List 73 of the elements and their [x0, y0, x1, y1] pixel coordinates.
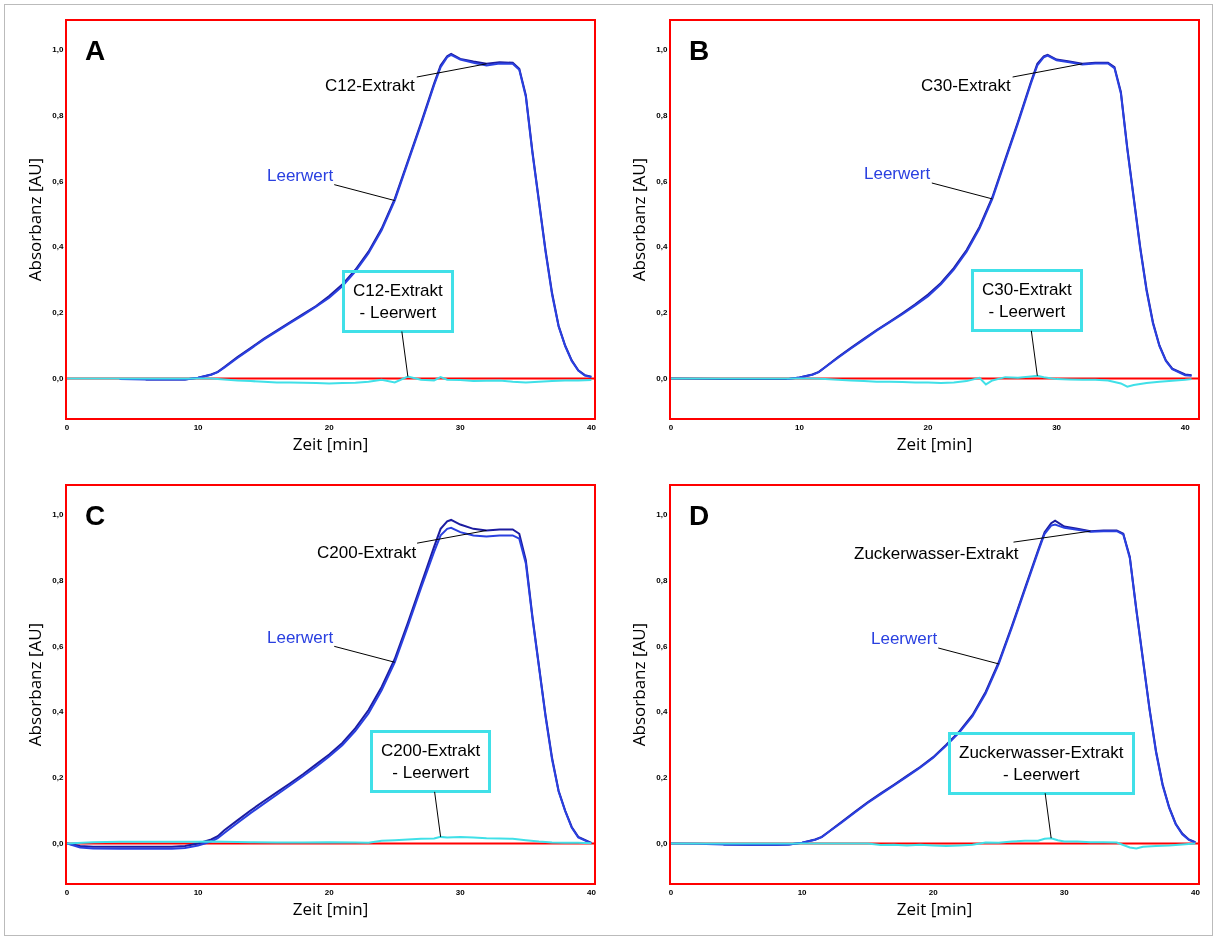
y-axis-title: Absorbanz [AU] [23, 622, 47, 747]
text: C [85, 500, 106, 531]
y-tick-label: 0,8 [52, 575, 64, 585]
text: C30-Extrakt - Leerwert [981, 280, 1072, 322]
text: Leerwert [863, 164, 930, 183]
text: C12-Extrakt - Leerwert [353, 281, 444, 323]
y-tick-label: 0,2 [655, 773, 668, 783]
text: Leerwert [870, 629, 937, 648]
x-tick-label: 30 [455, 422, 466, 432]
x-tick-label: 20 [324, 422, 335, 432]
y-tick-label: 0,4 [52, 707, 64, 717]
x-axis-title: Zeit [min] [292, 431, 369, 455]
y-tick-label: 0,2 [52, 308, 64, 318]
text: Leerwert [267, 628, 334, 647]
y-tick-label: 0,2 [52, 773, 64, 783]
x-tick-label: 20 [928, 887, 938, 897]
x-tick-label: 40 [1180, 422, 1190, 432]
y-tick-label: 0,8 [655, 110, 668, 120]
x-tick-label: 0 [64, 887, 70, 897]
text: C200-Extrakt - Leerwert [381, 741, 481, 783]
line-series [67, 375, 593, 385]
x-tick-label: 10 [794, 422, 805, 432]
y-tick-label: 0,0 [52, 839, 64, 849]
line-series [785, 54, 1193, 381]
y-tick-label: 0,4 [52, 242, 64, 252]
y-axis-title: Absorbanz [AU] [23, 157, 47, 282]
text: A [85, 35, 106, 66]
line-series [670, 374, 1193, 388]
y-axis-title: Absorbanz [AU] [626, 157, 650, 282]
x-tick-label: 0 [668, 422, 674, 432]
line-series [67, 835, 593, 845]
y-tick-label: 0,0 [655, 374, 668, 384]
x-axis-title: Zeit [min] [292, 896, 369, 920]
y-tick-label: 0,8 [655, 575, 668, 585]
y-tick-label: 0,6 [52, 641, 64, 651]
text: B [688, 35, 709, 66]
x-tick-label: 30 [455, 887, 466, 897]
x-tick-label: 30 [1059, 887, 1069, 897]
x-tick-label: 20 [324, 887, 335, 897]
x-tick-label: 10 [797, 887, 807, 897]
x-tick-label: 0 [64, 422, 70, 432]
x-tick-label: 30 [1051, 422, 1062, 432]
y-tick-label: 0,0 [52, 374, 64, 384]
y-tick-label: 1,0 [52, 44, 64, 54]
y-axis-title: Absorbanz [AU] [626, 622, 650, 747]
series-label: C30-Extrakt [920, 76, 1011, 95]
text: Leerwert [267, 166, 334, 185]
x-tick-label: 20 [923, 422, 933, 432]
y-tick-label: 0,8 [52, 110, 64, 120]
series-label: Zuckerwasser-Extrakt [853, 544, 1019, 563]
y-tick-label: 0,4 [655, 707, 668, 717]
y-tick-label: 0,2 [655, 308, 668, 318]
text: D [688, 500, 709, 531]
x-tick-label: 0 [668, 887, 674, 897]
text: Zuckerwasser-Extrakt - Leerwert [958, 743, 1124, 785]
x-tick-label: 10 [193, 887, 204, 897]
y-tick-label: 0,6 [655, 641, 668, 651]
x-tick-label: 10 [193, 422, 204, 432]
y-tick-label: 0,4 [655, 242, 668, 252]
x-tick-label: 40 [586, 422, 597, 432]
x-tick-label: 40 [586, 887, 597, 897]
series-label: C12-Extrakt [325, 76, 416, 95]
x-axis-title: Zeit [min] [896, 896, 972, 920]
x-tick-label: 40 [1190, 887, 1200, 897]
x-axis-title: Zeit [min] [896, 431, 972, 455]
y-tick-label: 1,0 [655, 509, 668, 519]
y-tick-label: 1,0 [52, 509, 64, 519]
series-label: C200-Extrakt [317, 543, 417, 562]
y-tick-label: 0,6 [52, 176, 64, 186]
y-tick-label: 0,6 [655, 176, 668, 186]
line-series [670, 837, 1196, 850]
y-tick-label: 1,0 [655, 44, 668, 54]
y-tick-label: 0,0 [655, 839, 668, 849]
